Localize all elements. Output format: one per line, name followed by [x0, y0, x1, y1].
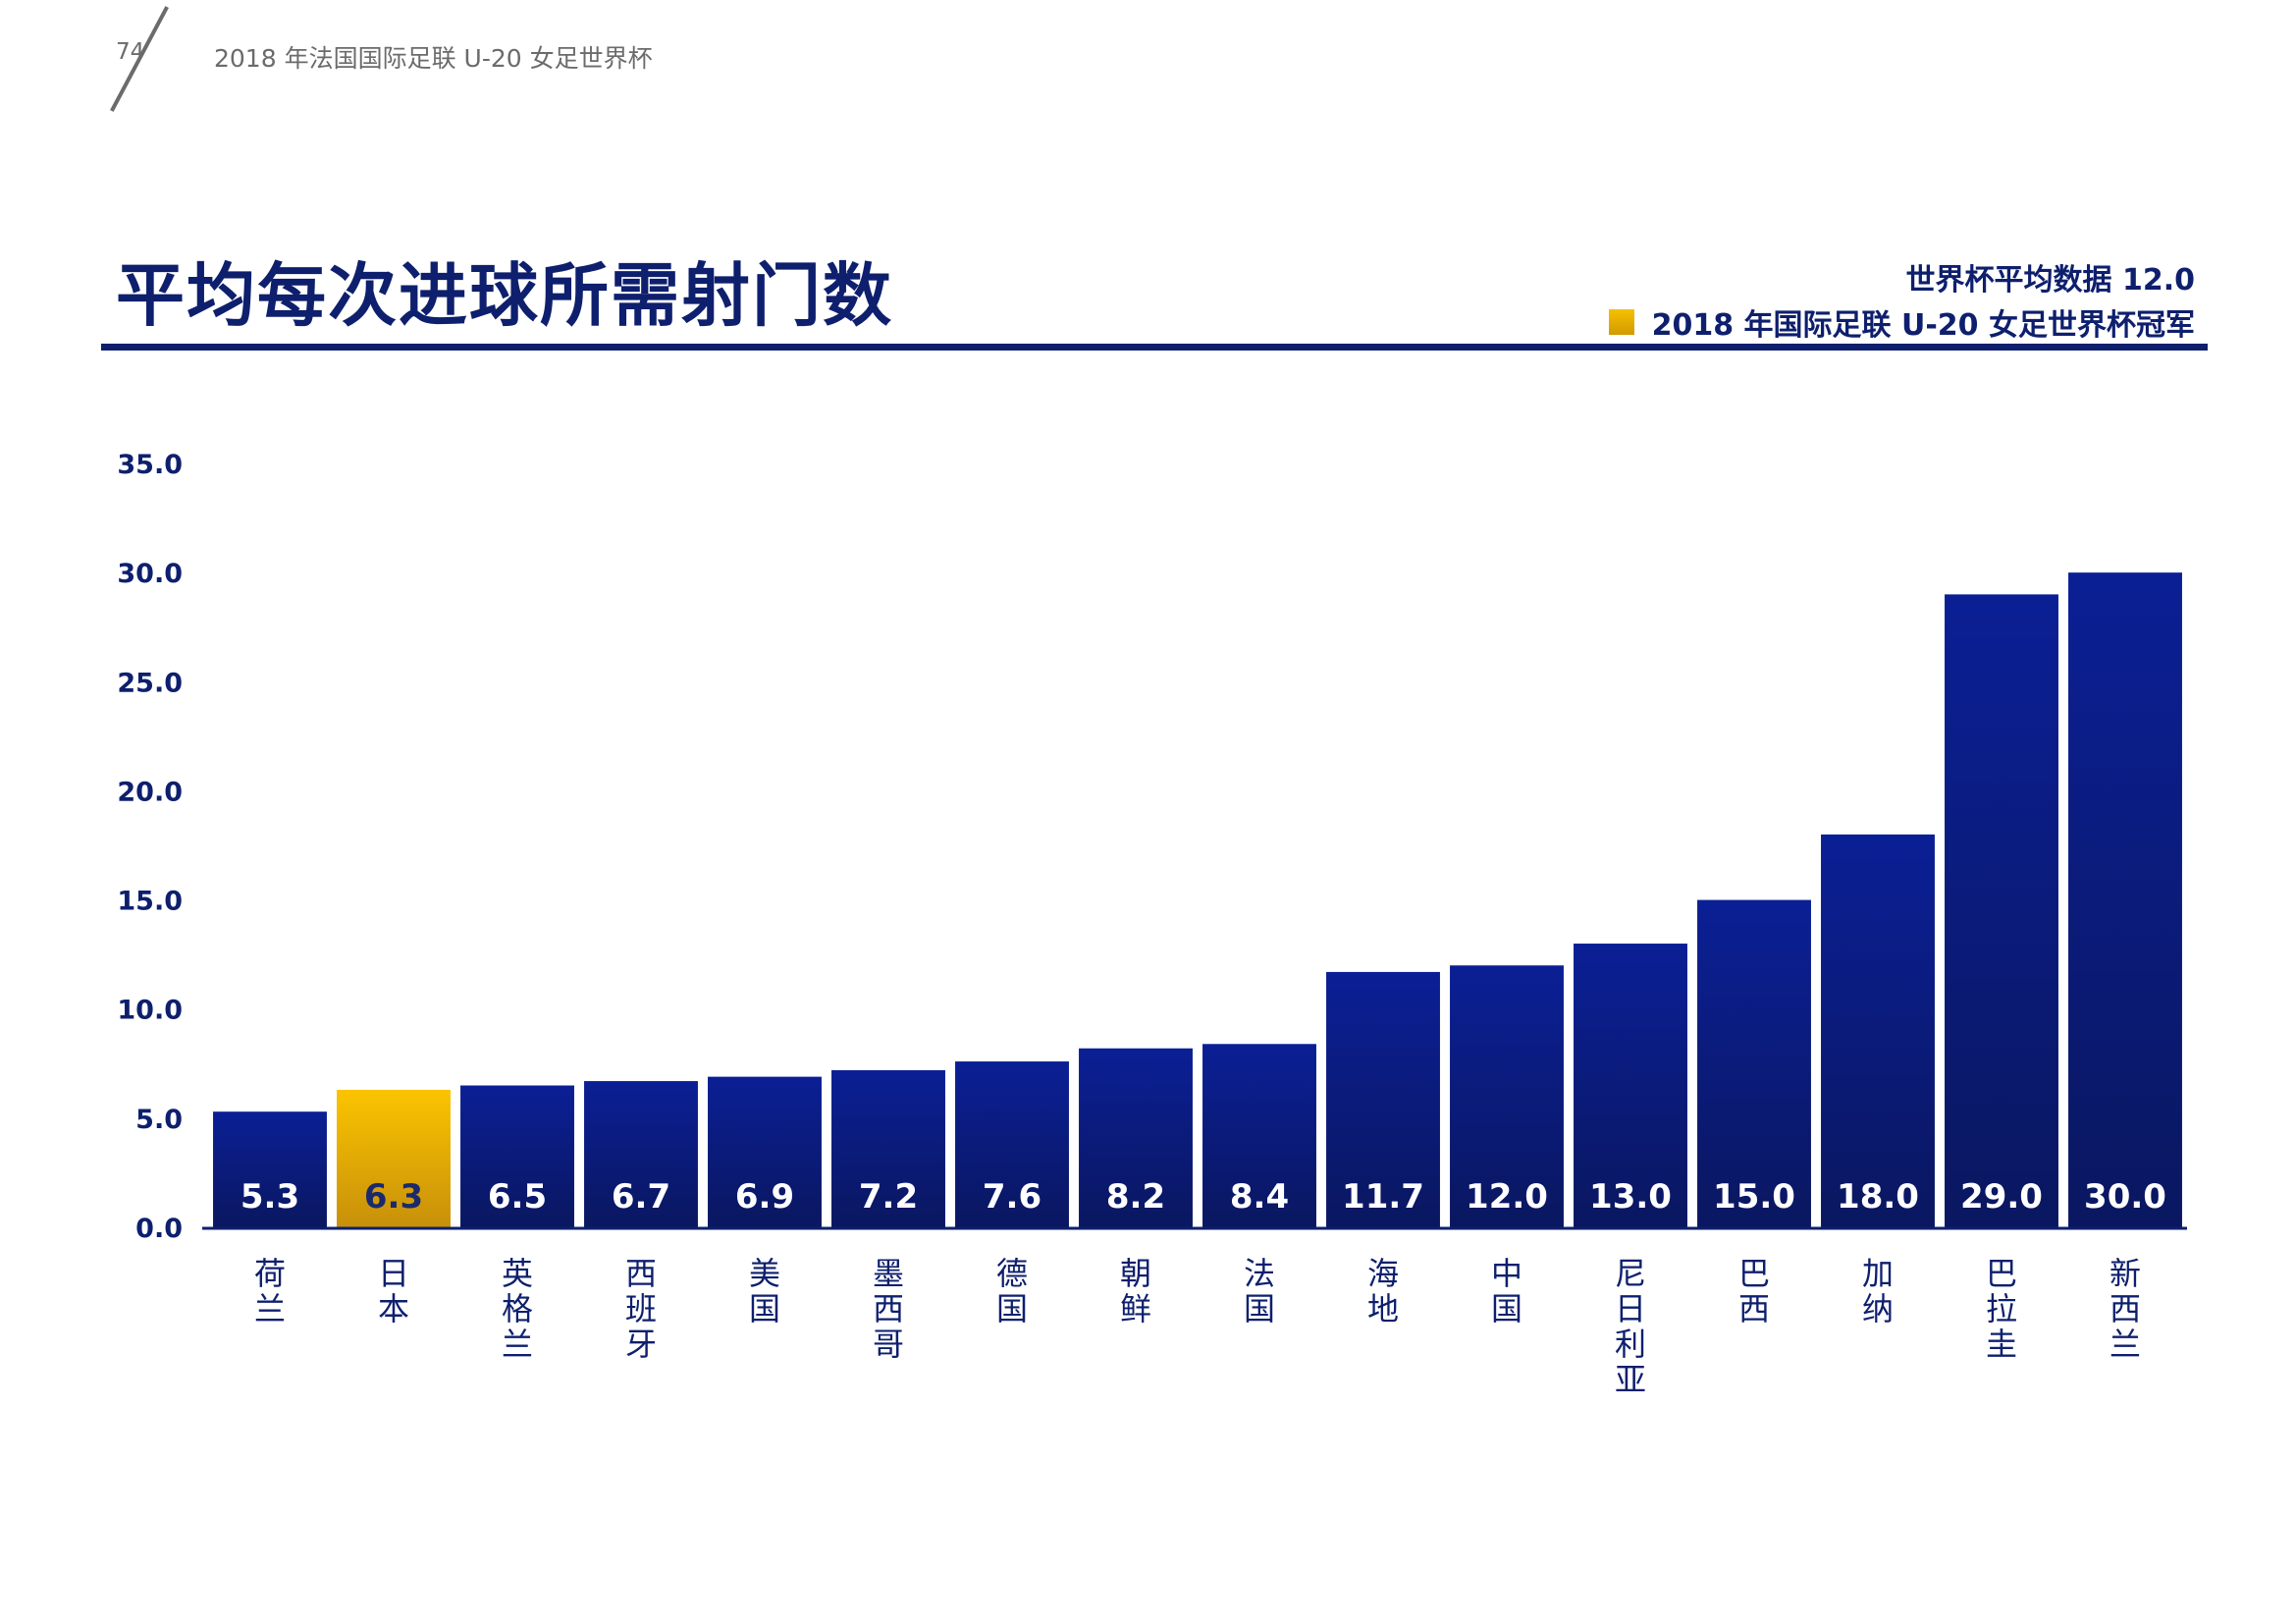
- bar-value-label: 6.5: [488, 1177, 547, 1217]
- bar-value-label: 6.7: [612, 1177, 670, 1217]
- bar-value-label: 6.3: [364, 1177, 423, 1217]
- bar: [460, 1085, 574, 1227]
- category-label: 尼日利亚: [1615, 1255, 1646, 1398]
- category-label: 法国: [1244, 1255, 1275, 1327]
- bar-value-label: 15.0: [1713, 1177, 1795, 1217]
- bar: [955, 1061, 1069, 1227]
- bar-value-label: 7.6: [983, 1177, 1041, 1217]
- bar: [2068, 572, 2182, 1227]
- bar-value-label: 11.7: [1342, 1177, 1424, 1217]
- category-label: 美国: [749, 1255, 780, 1327]
- category-label: 英格兰: [502, 1255, 533, 1363]
- chart-title: 平均每次进球所需射门数: [116, 254, 893, 336]
- category-label: 海地: [1367, 1255, 1399, 1327]
- y-tick-label: 5.0: [135, 1105, 183, 1135]
- y-tick-label: 20.0: [117, 777, 183, 807]
- y-tick-label: 35.0: [117, 450, 183, 480]
- category-label: 中国: [1491, 1255, 1522, 1327]
- bar-value-label: 7.2: [859, 1177, 918, 1217]
- bar: [1450, 965, 1564, 1227]
- bar-value-label: 18.0: [1837, 1177, 1919, 1217]
- y-tick-label: 30.0: [117, 559, 183, 589]
- category-label: 朝鲜: [1120, 1255, 1151, 1327]
- bar: [213, 1111, 327, 1227]
- bar-value-label: 13.0: [1589, 1177, 1672, 1217]
- category-label: 加纳: [1862, 1255, 1894, 1327]
- world-cup-average: 世界杯平均数据 12.0: [1905, 263, 2195, 298]
- bar: [1821, 834, 1935, 1227]
- y-tick-label: 10.0: [117, 996, 183, 1026]
- legend-label-champion: 2018 年国际足联 U-20 女足世界杯冠军: [1651, 308, 2195, 343]
- bar-value-label: 8.4: [1230, 1177, 1289, 1217]
- y-tick-label: 0.0: [135, 1214, 183, 1244]
- category-label: 新西兰: [2109, 1255, 2141, 1363]
- bar: [831, 1069, 945, 1227]
- y-tick-label: 25.0: [117, 668, 183, 698]
- bar: [1202, 1044, 1316, 1227]
- bar: [1945, 594, 2058, 1227]
- category-label: 西班牙: [625, 1255, 657, 1363]
- bar: [337, 1089, 451, 1227]
- category-label: 巴西: [1738, 1255, 1770, 1327]
- y-tick-label: 15.0: [117, 887, 183, 917]
- bar: [708, 1076, 822, 1227]
- title-rule: [101, 344, 2208, 351]
- bar: [1574, 944, 1687, 1227]
- bar-value-label: 12.0: [1466, 1177, 1548, 1217]
- bar-value-label: 6.9: [735, 1177, 794, 1217]
- bar: [584, 1081, 698, 1227]
- category-label: 荷兰: [254, 1255, 286, 1327]
- category-label: 巴拉圭: [1986, 1255, 2017, 1363]
- bar-value-label: 8.2: [1106, 1177, 1165, 1217]
- category-label: 墨西哥: [873, 1255, 904, 1363]
- bar: [1697, 899, 1811, 1227]
- bar: [1079, 1048, 1193, 1227]
- bar-value-label: 29.0: [1960, 1177, 2043, 1217]
- category-label: 德国: [996, 1255, 1028, 1327]
- bar-value-label: 30.0: [2084, 1177, 2166, 1217]
- bar-value-label: 5.3: [240, 1177, 299, 1217]
- legend: 2018 年国际足联 U-20 女足世界杯冠军: [1608, 300, 2195, 344]
- category-label: 日本: [378, 1255, 409, 1327]
- bar: [1326, 971, 1440, 1227]
- legend-swatch-champion: [1608, 309, 1634, 335]
- document-title: 2018 年法国国际足联 U-20 女足世界杯: [214, 44, 653, 73]
